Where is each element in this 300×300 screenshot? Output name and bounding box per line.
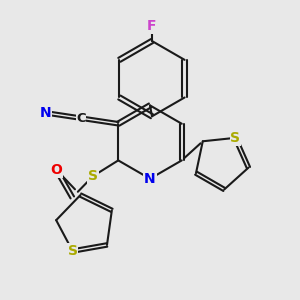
Text: S: S [68,244,78,258]
Text: O: O [51,163,62,177]
Text: N: N [40,106,52,120]
Text: S: S [230,131,240,145]
Text: C: C [76,112,86,125]
Text: S: S [88,169,98,183]
Text: F: F [147,19,157,33]
Text: N: N [144,172,156,186]
